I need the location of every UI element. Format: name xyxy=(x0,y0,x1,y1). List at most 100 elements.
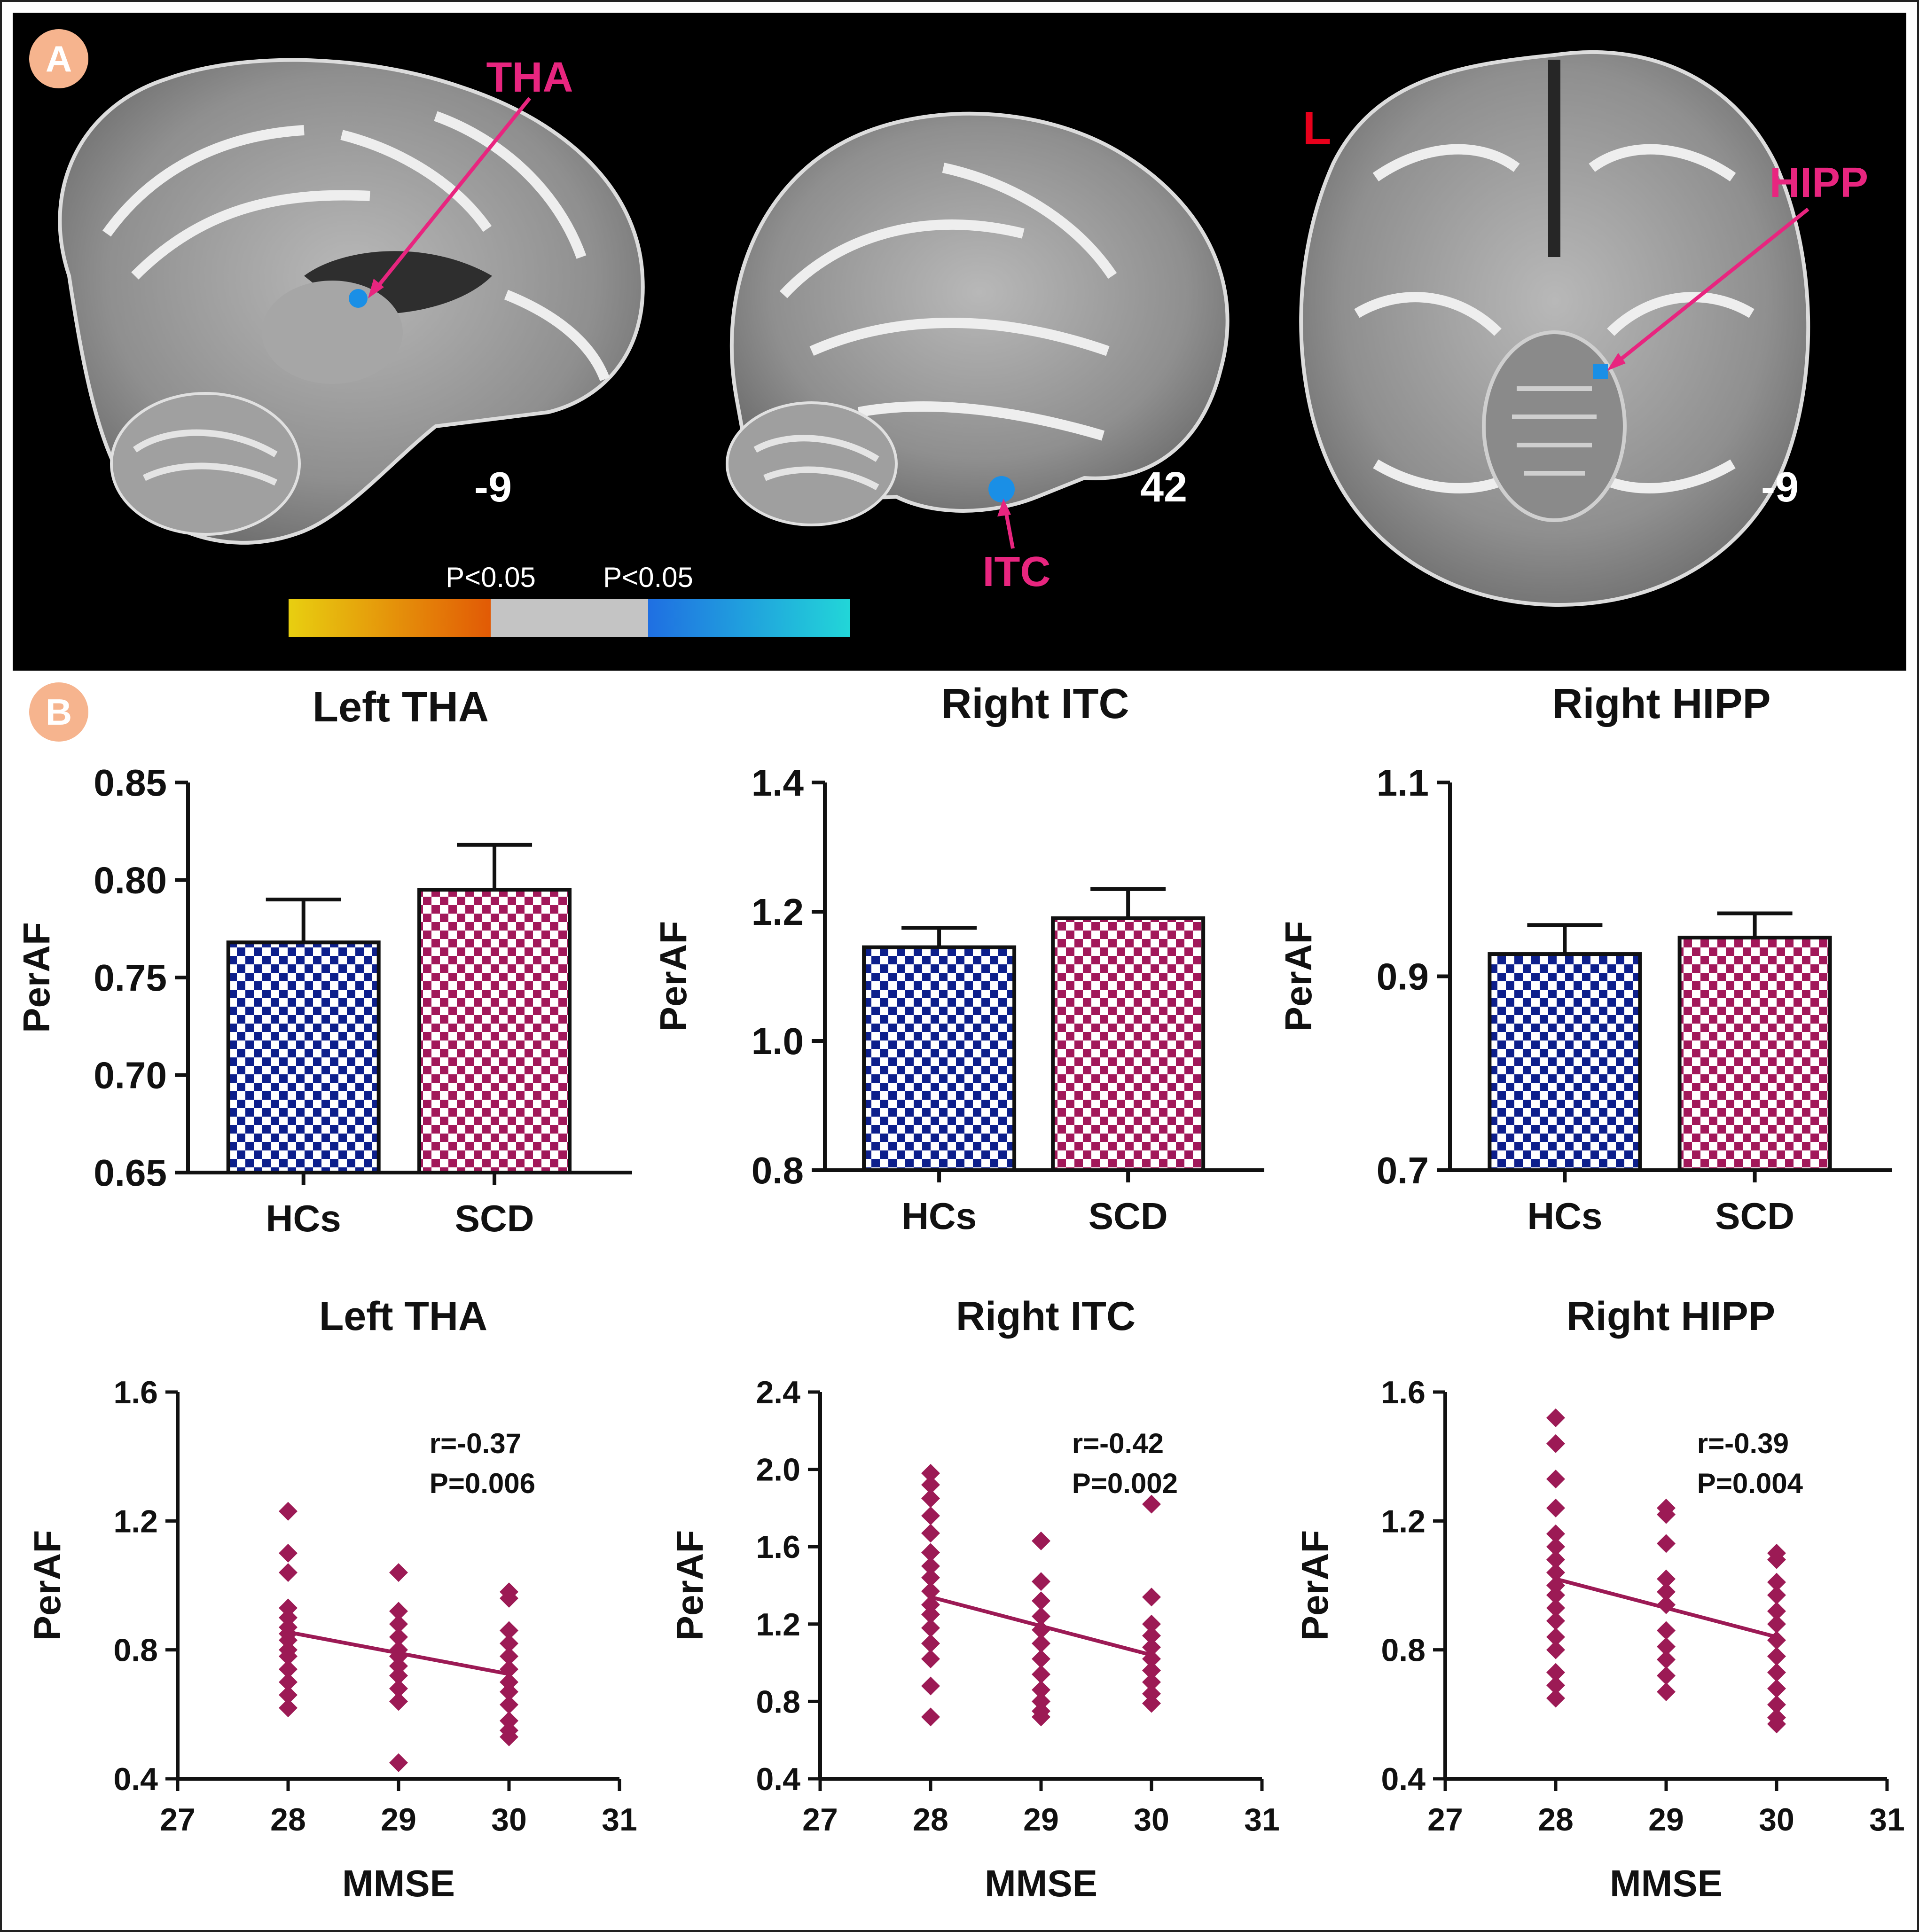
data-point xyxy=(1767,1614,1786,1634)
data-point xyxy=(279,1647,298,1666)
data-point xyxy=(279,1543,298,1563)
data-point xyxy=(1546,1576,1565,1595)
data-point xyxy=(279,1698,298,1718)
bar-hcs xyxy=(1488,952,1642,1172)
data-point xyxy=(1142,1494,1161,1514)
scatter-chart-3: Right HIPP PerAF MMSE 0.4 0.8 1.2 1.6 27 28 29 30 3… xyxy=(1294,1294,1905,1904)
data-point xyxy=(1032,1649,1050,1668)
data-point xyxy=(921,1543,940,1562)
data-point xyxy=(389,1679,408,1698)
itc-marker xyxy=(988,476,1015,502)
x-tick-label: 31 xyxy=(1869,1802,1905,1838)
chart-title: Left THA xyxy=(313,684,489,731)
y-tick-label: 0.9 xyxy=(1377,956,1429,998)
chart-title: Right HIPP xyxy=(1552,681,1771,727)
y-tick-label: 1.4 xyxy=(752,762,804,804)
data-point xyxy=(1142,1673,1161,1692)
data-point xyxy=(500,1588,518,1608)
data-point xyxy=(1546,1640,1565,1659)
data-point xyxy=(1546,1627,1565,1647)
data-point xyxy=(279,1673,298,1692)
data-point xyxy=(1546,1676,1565,1695)
x-tick-label: HCs xyxy=(1527,1195,1602,1237)
x-tick-label: 27 xyxy=(160,1802,196,1838)
x-tick-label: SCD xyxy=(1715,1195,1794,1237)
x-tick-label: 27 xyxy=(1427,1802,1463,1838)
data-point xyxy=(1142,1638,1161,1657)
data-point xyxy=(921,1506,940,1525)
panel-b-badge: B xyxy=(29,682,88,742)
data-point xyxy=(500,1727,518,1746)
y-axis-label: PerAF xyxy=(1294,1530,1336,1641)
bar-scd xyxy=(1051,916,1206,1172)
scatter-chart-2: Right ITC PerAF MMSE 0.4 0.8 1.2 1.6 2.0 2.4 27 28… xyxy=(669,1294,1280,1904)
data-point xyxy=(279,1563,298,1582)
hipp-marker xyxy=(1593,364,1608,379)
y-tick-label: 0.8 xyxy=(752,1150,804,1191)
data-point xyxy=(389,1614,408,1634)
y-axis-label: PerAF xyxy=(652,921,694,1032)
y-axis-label: PerAF xyxy=(16,922,57,1033)
x-tick-label: 31 xyxy=(602,1802,637,1838)
data-point xyxy=(921,1489,940,1508)
data-point xyxy=(1032,1680,1050,1699)
data-point xyxy=(921,1475,940,1494)
y-tick-label: 1.2 xyxy=(113,1503,158,1539)
y-axis-label: PerAF xyxy=(1277,921,1319,1032)
data-point xyxy=(1142,1661,1161,1680)
label-arrows xyxy=(368,97,1809,549)
left-hemisphere-label: L xyxy=(1302,102,1331,155)
y-tick-label: 0.85 xyxy=(94,762,167,804)
data-point xyxy=(921,1463,940,1483)
correlation-r: r=-0.39 xyxy=(1697,1428,1789,1459)
data-point xyxy=(1142,1626,1161,1645)
data-point xyxy=(1032,1634,1050,1653)
data-point xyxy=(1657,1505,1676,1524)
data-point xyxy=(1032,1572,1050,1591)
data-point xyxy=(500,1711,518,1730)
correlation-p: P=0.006 xyxy=(430,1468,535,1499)
data-point xyxy=(389,1692,408,1711)
data-point xyxy=(279,1685,298,1705)
y-tick-label: 0.4 xyxy=(1381,1761,1426,1797)
data-point xyxy=(1032,1707,1050,1727)
x-tick-label: HCs xyxy=(901,1195,977,1237)
data-point xyxy=(1767,1631,1786,1650)
itc-label: ITC xyxy=(983,548,1051,595)
data-point xyxy=(500,1682,518,1701)
y-tick-label: 0.8 xyxy=(756,1684,800,1720)
y-tick-label: 1.6 xyxy=(1381,1375,1426,1410)
colorbar-left-label: P<0.05 xyxy=(446,562,536,593)
data-point xyxy=(389,1666,408,1685)
scatter-chart-1: Left THA PerAF MMSE 0.4 0.8 1.2 1.6 27 28 29 30 31 r… xyxy=(26,1294,637,1904)
data-point xyxy=(1767,1602,1786,1621)
x-tick-label: 28 xyxy=(270,1802,306,1838)
y-axis-label: PerAF xyxy=(26,1530,68,1641)
data-point xyxy=(1032,1531,1050,1550)
colorbar: P<0.05 P<0.05 xyxy=(289,562,850,637)
data-point xyxy=(1546,1550,1565,1569)
x-tick-label: SCD xyxy=(455,1197,534,1239)
data-point xyxy=(1142,1684,1161,1703)
data-point xyxy=(389,1627,408,1647)
x-tick-label: 28 xyxy=(913,1802,948,1838)
y-tick-label: 1.2 xyxy=(1381,1503,1426,1539)
data-point xyxy=(1032,1591,1050,1611)
y-tick-label: 1.6 xyxy=(756,1529,800,1565)
data-point xyxy=(1546,1663,1565,1682)
y-tick-label: 2.4 xyxy=(756,1375,800,1410)
bar-chart-3: Right HIPP PerAF 0.7 0.9 1.1 HCs SCD xyxy=(1277,681,1892,1237)
data-point xyxy=(1657,1534,1676,1553)
x-tick-label: 27 xyxy=(802,1802,838,1838)
data-point xyxy=(1657,1569,1676,1588)
data-point xyxy=(500,1647,518,1666)
data-point xyxy=(1657,1637,1676,1656)
brain-panel: THA ITC HIPP L -9 42 -9 P<0.05 P<0.05 xyxy=(13,13,1906,671)
y-tick-label: 0.80 xyxy=(94,860,167,901)
data-point xyxy=(389,1647,408,1666)
bar-scd xyxy=(417,888,572,1174)
data-point xyxy=(921,1524,940,1543)
data-point xyxy=(921,1568,940,1588)
y-tick-label: 0.70 xyxy=(94,1055,167,1096)
x-tick-label: 30 xyxy=(491,1802,527,1838)
